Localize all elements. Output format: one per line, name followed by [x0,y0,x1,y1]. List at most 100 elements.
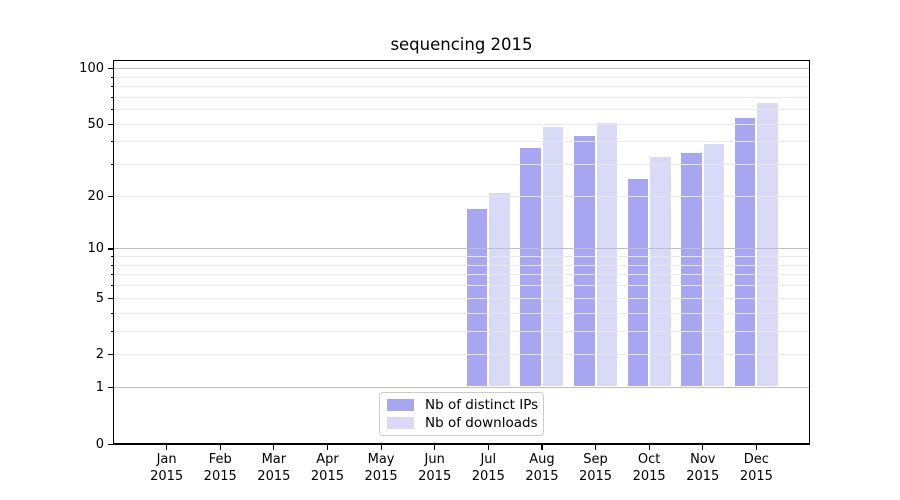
axis-spine-right [809,60,811,445]
x-tick-label: Dec 2015 [728,451,784,485]
x-tick-label-year: 2015 [632,469,666,484]
x-tick [166,444,168,450]
y-tick-label: 10 [87,241,104,257]
x-tick-label: Aug 2015 [514,451,570,485]
x-tick-label-year: 2015 [203,469,237,484]
x-tick-label-month: Feb [208,452,232,467]
y-minor-tick [110,109,113,111]
x-tick-label-year: 2015 [686,469,720,484]
bar-distinct-ips [520,148,541,386]
x-tick [648,444,650,450]
y-tick [108,443,113,445]
y-gridline-minor [113,274,810,276]
x-tick-label: Nov 2015 [675,451,731,485]
y-gridline-minor [113,164,810,166]
y-gridline-major [113,387,810,389]
x-tick-label: Feb 2015 [192,451,248,485]
y-minor-tick [110,76,113,78]
legend-item-downloads: Nb of downloads [387,415,538,431]
axis-spine-left [112,60,114,445]
y-minor-tick [110,297,113,299]
axis-spine-top [113,59,810,61]
y-minor-tick [110,195,113,197]
x-tick-label-year: 2015 [418,469,452,484]
y-tick-label: 0 [95,436,104,452]
legend-swatch-downloads [387,417,414,429]
x-tick-label-year: 2015 [739,469,773,484]
y-tick [108,68,113,70]
y-minor-tick [110,330,113,332]
y-gridline-minor [113,330,810,332]
y-tick-label: 2 [95,347,104,363]
x-tick-label-month: Mar [261,452,287,467]
bar-downloads [757,103,778,386]
bar-distinct-ips [627,178,649,386]
x-tick-label-month: Sep [583,452,608,467]
legend: Nb of distinct IPs Nb of downloads [379,392,544,436]
y-minor-tick [110,141,113,143]
x-tick-label-year: 2015 [257,469,291,484]
y-gridline-major [113,68,810,70]
x-tick [702,444,704,450]
y-gridline-minor [113,96,810,98]
x-tick-label: Sep 2015 [568,451,624,485]
x-tick-label-month: Aug [529,452,555,467]
x-tick-label-month: Jul [480,452,497,467]
bar-downloads [596,122,618,386]
x-tick [273,444,275,450]
y-tick-label: 1 [95,380,104,396]
x-tick [219,444,221,450]
x-tick [380,444,382,450]
y-gridline-minor [113,264,810,266]
y-minor-tick [110,164,113,166]
x-tick [755,444,757,450]
x-tick-label-month: Jan [156,452,177,467]
axis-spine-bottom [113,443,810,445]
legend-label-downloads: Nb of downloads [425,415,538,431]
y-tick-label: 100 [79,61,104,77]
legend-label-distinct-ips: Nb of distinct IPs [425,397,539,413]
y-gridline-minor [113,76,810,78]
x-tick-label-year: 2015 [471,469,505,484]
y-minor-tick [110,96,113,98]
bar-distinct-ips [681,152,702,386]
legend-swatch-distinct-ips [387,399,414,411]
x-tick-label-month: May [367,452,395,467]
x-tick-label-month: Oct [637,452,661,467]
y-gridline-minor [113,195,810,197]
x-tick-label: Jan 2015 [139,451,195,485]
y-gridline-minor [113,86,810,88]
x-tick-label-month: Nov [690,452,716,467]
y-minor-tick [110,86,113,88]
y-tick [108,387,113,389]
x-tick [434,444,436,450]
x-tick-label-year: 2015 [578,469,613,484]
x-tick [541,444,543,450]
y-gridline-minor [113,109,810,111]
x-tick-label-month: Dec [743,452,769,467]
x-tick-label-year: 2015 [310,469,344,484]
y-minor-tick [110,123,113,125]
y-minor-tick [110,274,113,276]
y-tick-label: 5 [95,290,104,306]
y-minor-tick [110,264,113,266]
y-minor-tick [110,256,113,258]
y-gridline-minor [113,354,810,356]
chart-title: sequencing 2015 [390,35,533,54]
x-tick [487,444,489,450]
y-gridline-major [113,248,810,250]
y-gridline-minor [113,256,810,258]
y-tick-label: 20 [87,188,104,204]
y-gridline-minor [113,141,810,143]
bar-downloads [650,157,671,386]
y-tick [108,248,113,250]
x-tick-label: May 2015 [353,451,409,485]
y-minor-tick [110,354,113,356]
legend-item-distinct-ips: Nb of distinct IPs [387,397,539,413]
y-minor-tick [110,285,113,287]
x-tick-label: Mar 2015 [246,451,302,485]
y-gridline-minor [113,285,810,287]
bar-distinct-ips [466,208,488,386]
bar-downloads [489,192,510,386]
